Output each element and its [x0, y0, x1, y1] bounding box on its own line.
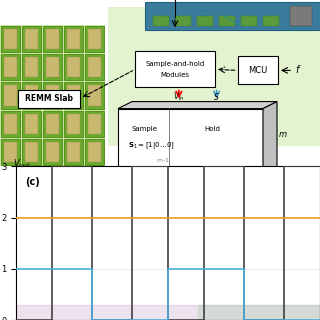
Bar: [4, 114, 17, 134]
Bar: [22, 111, 41, 137]
Bar: [4, 57, 17, 77]
FancyBboxPatch shape: [135, 51, 215, 87]
Bar: [25, 142, 38, 162]
Bar: [46, 57, 59, 77]
Bar: [46, 29, 59, 49]
Bar: [4, 85, 17, 106]
Bar: [64, 111, 83, 137]
Bar: [118, 108, 263, 174]
Bar: [67, 142, 80, 162]
Bar: [85, 111, 104, 137]
Bar: [64, 139, 83, 165]
Bar: [22, 54, 41, 80]
Text: MCU: MCU: [248, 66, 268, 75]
Bar: [85, 139, 104, 165]
Bar: [198, 305, 320, 320]
Bar: [46, 85, 59, 106]
Text: $\mathbf{S}_1=[$1|0$\ldots$0$]$: $\mathbf{S}_1=[$1|0$\ldots$0$]$: [128, 140, 175, 151]
Bar: [1, 83, 20, 108]
Bar: [88, 29, 101, 49]
Bar: [145, 2, 320, 30]
Polygon shape: [263, 101, 277, 174]
Bar: [43, 26, 62, 52]
Bar: [175, 16, 191, 26]
Bar: [25, 29, 38, 49]
Bar: [67, 29, 80, 49]
Text: ......: ......: [227, 176, 241, 182]
Text: Sample-and-hold: Sample-and-hold: [145, 61, 204, 68]
Bar: [43, 111, 62, 137]
FancyBboxPatch shape: [18, 90, 80, 108]
Bar: [219, 16, 235, 26]
Bar: [25, 114, 38, 134]
Bar: [67, 57, 80, 77]
Text: $S$: $S$: [213, 91, 220, 102]
Polygon shape: [118, 101, 277, 108]
Text: f: f: [295, 65, 298, 76]
Text: Modules: Modules: [161, 72, 189, 78]
Text: 1: 1: [159, 176, 164, 182]
Text: (c): (c): [25, 177, 40, 187]
Bar: [197, 16, 213, 26]
Text: $m$-1: $m$-1: [156, 156, 170, 164]
Bar: [153, 16, 169, 26]
Bar: [88, 85, 101, 106]
Bar: [85, 26, 104, 52]
Text: $V_{in}$: $V_{in}$: [173, 90, 185, 103]
Bar: [4, 142, 17, 162]
Bar: [67, 85, 80, 106]
Bar: [25, 57, 38, 77]
Text: 2: 2: [196, 176, 200, 182]
Bar: [241, 16, 257, 26]
Bar: [263, 16, 279, 26]
Bar: [64, 26, 83, 52]
Bar: [64, 54, 83, 80]
Bar: [1, 54, 20, 80]
Bar: [22, 26, 41, 52]
Text: REMM Slab: REMM Slab: [25, 94, 73, 103]
Bar: [88, 114, 101, 134]
Bar: [43, 54, 62, 80]
Bar: [43, 83, 62, 108]
Bar: [25, 85, 38, 106]
Text: m: m: [279, 130, 287, 139]
Text: Sample: Sample: [131, 126, 157, 132]
Bar: [290, 6, 312, 26]
Bar: [108, 7, 320, 146]
Bar: [43, 139, 62, 165]
Bar: [16, 305, 320, 320]
Bar: [1, 139, 20, 165]
Bar: [85, 54, 104, 80]
Bar: [46, 114, 59, 134]
Bar: [88, 57, 101, 77]
Bar: [46, 142, 59, 162]
Bar: [0, 25, 105, 166]
Bar: [64, 83, 83, 108]
Bar: [22, 139, 41, 165]
FancyBboxPatch shape: [238, 56, 278, 84]
Text: $V_{out}$: $V_{out}$: [13, 157, 30, 170]
Bar: [4, 29, 17, 49]
Bar: [88, 142, 101, 162]
Bar: [1, 111, 20, 137]
Bar: [85, 83, 104, 108]
Text: Hold: Hold: [204, 126, 220, 132]
Bar: [67, 114, 80, 134]
Bar: [1, 26, 20, 52]
Bar: [22, 83, 41, 108]
